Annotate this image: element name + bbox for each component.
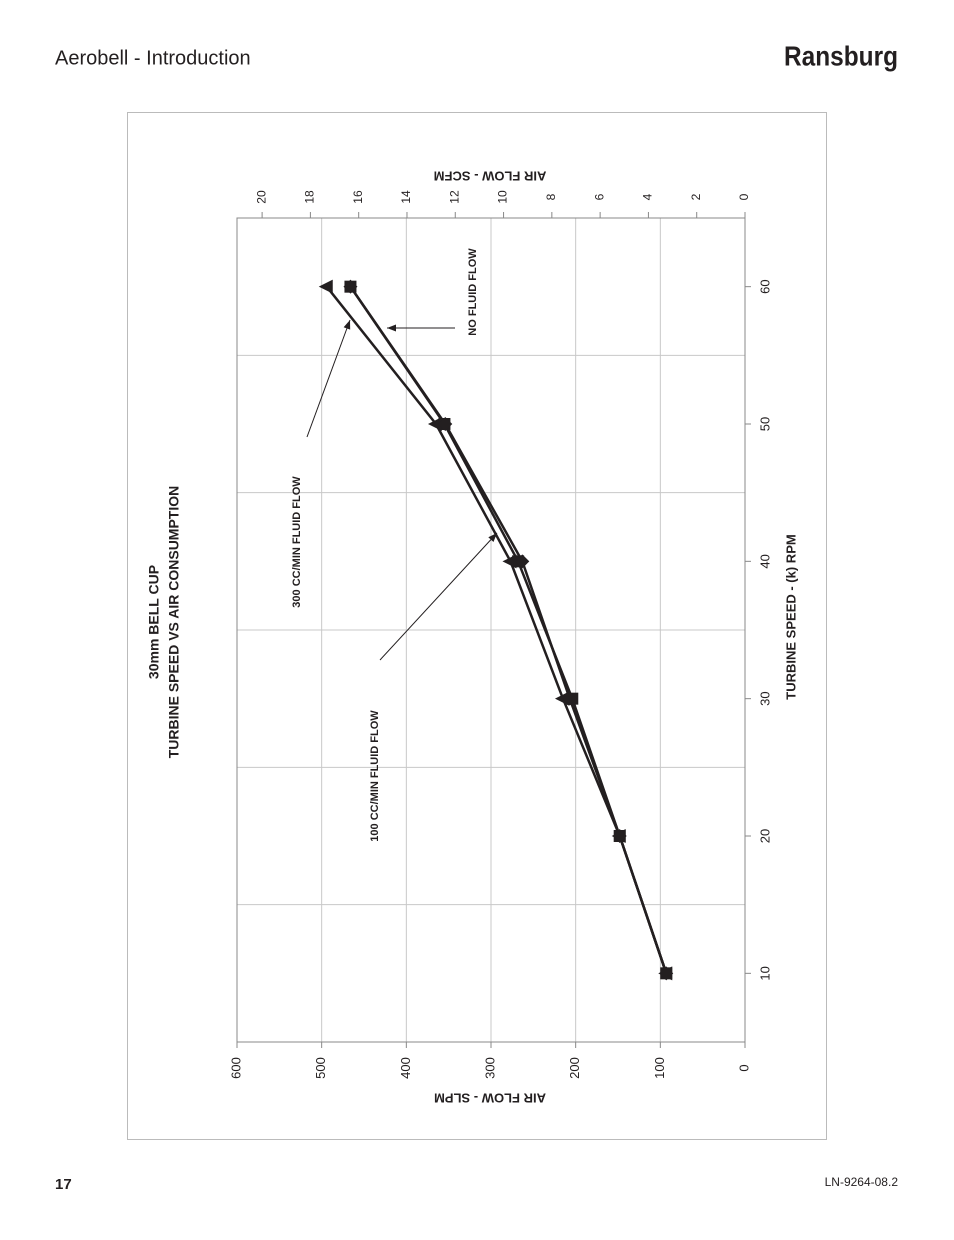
brand: Ransburg	[784, 40, 898, 71]
y2-tick-label: 2	[689, 193, 703, 200]
chart-title: 30mm BELL CUP	[146, 565, 162, 679]
chart-subtitle: TURBINE SPEED VS AIR CONSUMPTION	[166, 486, 182, 759]
y2-tick-label: 0	[737, 193, 751, 200]
data-point	[343, 279, 358, 294]
x-axis-label: TURBINE SPEED - (k) RPM	[783, 534, 798, 699]
data-point	[612, 829, 627, 843]
y2-tick-label: 18	[303, 190, 317, 204]
y2-tick-label: 14	[399, 190, 413, 204]
y2-tick-label: 16	[351, 190, 365, 204]
y-tick-label: 100	[652, 1057, 667, 1079]
data-point	[562, 691, 577, 706]
series-label: 300 CC/MIN FLUID FLOW	[291, 476, 303, 608]
x-tick-label: 60	[757, 279, 772, 293]
y2-tick-label: 10	[496, 190, 510, 204]
data-point	[438, 417, 453, 431]
series-line	[349, 285, 668, 974]
y-tick-label: 300	[482, 1057, 497, 1079]
data-point	[318, 279, 333, 294]
chart: 1020304050600100200300400500600024681012…	[146, 169, 799, 1106]
page-number: 17	[55, 1176, 72, 1193]
series-label: 100 CC/MIN FLUID FLOW	[369, 710, 381, 842]
y2-tick-label: 4	[641, 193, 655, 200]
data-point	[554, 691, 569, 706]
y2-tick-label: 8	[544, 193, 558, 200]
chart-frame	[127, 112, 827, 1140]
y-tick-label: 600	[228, 1057, 243, 1079]
data-point	[659, 966, 674, 981]
header-title: Aerobell - Introduction	[55, 47, 251, 69]
data-point	[502, 554, 517, 569]
y2-axis-label: AIR FLOW - SCFM	[434, 169, 547, 184]
x-tick-label: 30	[757, 691, 772, 705]
label-arrow	[379, 532, 498, 661]
y-tick-label: 200	[567, 1057, 582, 1079]
y2-tick-label: 20	[254, 190, 268, 204]
y-tick-label: 500	[313, 1057, 328, 1079]
x-tick-label: 50	[757, 417, 772, 431]
doc-number: LN-9264-08.2	[825, 1175, 899, 1189]
data-point	[427, 417, 442, 431]
series-label: NO FLUID FLOW	[467, 248, 479, 336]
y-axis-label: AIR FLOW - SLPM	[434, 1091, 546, 1106]
y2-tick-label: 6	[592, 193, 606, 200]
y-tick-label: 400	[398, 1057, 413, 1079]
data-point	[515, 554, 530, 569]
x-tick-label: 10	[757, 966, 772, 980]
y2-tick-label: 12	[447, 190, 461, 204]
y-tick-label: 0	[736, 1064, 751, 1071]
x-tick-label: 20	[757, 829, 772, 843]
arrow-head	[488, 533, 497, 542]
label-arrow	[306, 319, 351, 438]
arrow-head	[343, 320, 351, 330]
arrow-head	[387, 324, 396, 332]
x-tick-label: 40	[757, 554, 772, 568]
